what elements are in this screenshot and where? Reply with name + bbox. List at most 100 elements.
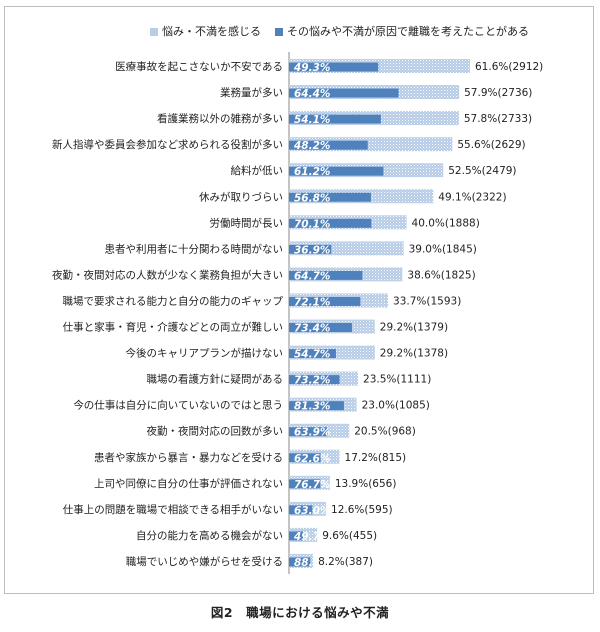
inner-value-label: 56.8% [294,192,330,204]
outer-percent: 57.9% [464,87,497,99]
bar-row: 休みが取りづらい 56.8% 49.1%(2322) [199,189,507,204]
inner-bar [289,218,372,228]
inner-bar [289,557,311,567]
outer-value-label: 61.6%(2912) [475,61,543,73]
outer-count: (1378) [413,348,448,360]
inner-bar [289,62,379,72]
bar-row: 職場で要求される能力と自分の能力のギャップ 72.1% 33.7%(1593) [63,293,461,308]
outer-value-label: 38.6%(1825) [407,269,475,281]
outer-value-label: 55.6%(2629) [457,139,525,151]
category-label: 仕事と家事・育児・介護などとの両立が難しい [63,321,283,334]
outer-value-label: 57.8%(2733) [464,113,532,125]
outer-percent: 55.6% [457,139,490,151]
inner-bar [289,166,384,176]
inner-value-label: 73.4% [294,323,330,335]
legend-item-inner: その悩みや不満が原因で離職を考えたことがある [275,23,529,39]
bar-row: 患者や家族から暴言・暴力などを受ける 62.6% 17.2%(815) [94,449,406,465]
outer-percent: 61.6% [475,61,508,73]
outer-percent: 57.8% [464,113,497,125]
outer-count: (1845) [442,243,477,255]
outer-percent: 23.0% [362,400,395,412]
figure-caption: 図2 職場における悩みや不満 [210,605,390,620]
outer-count: (2733) [497,113,532,125]
inner-bar [289,453,321,463]
outer-percent: 38.6% [407,269,440,281]
inner-bar [289,531,304,541]
outer-percent: 52.5% [448,165,481,177]
inner-value-label: 63.9% [294,427,330,439]
inner-bar [289,88,399,98]
outer-value-label: 39.0%(1845) [409,243,477,255]
bar-row: 職場でいじめや嫌がらせを受ける 88.1%8.2%(387) [126,553,373,569]
inner-value-label: 36.9% [294,244,330,256]
bar-row: 給料が低い 61.2% 52.5%(2479) [231,163,517,178]
bar-row: 夜勤・夜間対応の回数が多い 63.9% 20.5%(968) [147,423,416,439]
bar-row: 夜勤・夜間対応の人数が少なく業務負担が大きい 64.7% 38.6%(1825) [52,267,476,282]
bar-row: 新人指導や委員会参加など求められる役割が多い 48.2% 55.6%(2629) [52,137,526,152]
outer-count: (2912) [508,61,543,73]
legend-swatch-inner [275,28,283,36]
category-label: 夜勤・夜間対応の回数が多い [147,425,284,438]
category-label: 職場で要求される能力と自分の能力のギャップ [63,294,284,307]
inner-bar [289,479,321,489]
inner-bar [289,401,344,411]
inner-bar [289,505,313,515]
inner-value-label: 62.6% [294,453,330,465]
inner-bar [289,114,381,124]
bars-layer: 医療事故を起こさないか不安である 49.3% 61.6%(2912) 業務量が多い 64… [52,52,543,574]
bar-row: 看護業務以外の雑務が多い 54.1% 57.8%(2733) [157,111,532,126]
category-label: 新人指導や委員会参加など求められる役割が多い [52,138,283,151]
inner-value-label: 48.2% [293,140,330,152]
outer-count: (1593) [426,295,461,307]
inner-value-label: 54.7% [294,349,330,361]
category-label: 職場でいじめや嫌がらせを受ける [126,555,283,568]
inner-bar [289,244,332,254]
outer-value-label: 23.5%(1111) [363,374,431,386]
category-label: 職場の看護方針に疑問がある [147,373,284,386]
outer-value-label: 23.0%(1085) [362,400,430,412]
outer-count: (387) [345,556,373,568]
bar-row: 今後のキャリアプランが描けない 54.7% 29.2%(1378) [126,345,448,361]
outer-percent: 29.2% [380,348,413,360]
bar-chart: 医療事故を起こさないか不安である 49.3% 61.6%(2912) 業務量が多い 64… [52,52,543,574]
legend-label-outer: 悩み・不満を感じる [162,25,261,38]
category-label: 仕事上の問題を職場で相談できる相手がいない [63,503,283,516]
outer-percent: 49.1% [438,191,471,203]
inner-value-label: 49.3% [293,62,330,74]
inner-bar [289,349,336,359]
outer-count: (1888) [445,217,480,229]
outer-count: (1111) [396,374,431,386]
inner-bar [289,270,363,280]
inner-value-label: 49.7% [293,531,330,543]
outer-percent: 33.7% [393,295,426,307]
outer-percent: 13.9% [335,478,368,490]
inner-value-label: 54.1% [294,114,330,126]
outer-percent: 12.6% [331,504,364,516]
outer-percent: 20.5% [354,426,387,438]
outer-count: (2629) [491,139,526,151]
inner-bar [289,192,371,202]
bar-row: 仕事上の問題を職場で相談できる相手がいない 63.0% 12.6%(595) [63,501,393,517]
legend-label-inner: その悩みや不満が原因で離職を考えたことがある [287,25,529,38]
category-label: 患者や利用者に十分関わる時間がない [105,242,284,255]
outer-value-label: 12.6%(595) [331,504,393,516]
outer-value-label: 13.9%(656) [335,478,397,490]
outer-count: (1085) [395,400,430,412]
inner-value-label: 76.7% [294,479,330,491]
outer-count: (1379) [413,322,448,334]
inner-value-label: 63.0% [294,505,330,517]
bar-row: 職場の看護方針に疑問がある 73.2% 23.5%(1111) [147,371,431,387]
category-label: 自分の能力を高める機会がない [136,529,283,542]
outer-count: (1825) [441,269,476,281]
legend-swatch-outer [150,28,158,36]
outer-percent: 40.0% [412,217,445,229]
outer-value-label: 29.2%(1379) [380,322,448,334]
category-label: 今後のキャリアプランが描けない [126,347,284,360]
category-label: 看護業務以外の雑務が多い [157,112,283,125]
bar-row: 医療事故を起こさないか不安である 49.3% 61.6%(2912) [115,59,543,74]
outer-count: (656) [368,478,396,490]
inner-bar [289,375,340,385]
outer-value-label: 49.1%(2322) [438,191,506,203]
outer-count: (2479) [482,165,517,177]
outer-value-label: 8.2%(387) [318,556,373,568]
